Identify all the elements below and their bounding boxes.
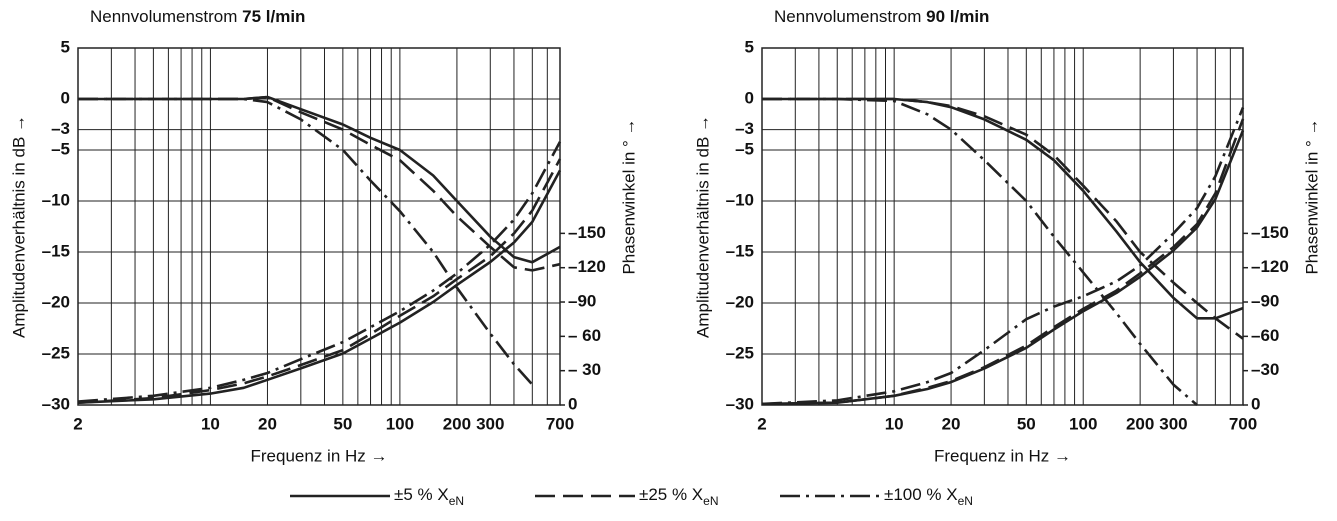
- y-tick-label: –5: [735, 139, 754, 158]
- x-tick-label: 100: [386, 414, 414, 433]
- x-tick-label: 300: [476, 414, 504, 433]
- legend-name: ±25 % X: [639, 485, 703, 504]
- y2-tick-label: – 60: [568, 326, 601, 345]
- title-text: Nennvolumenstrom: [90, 7, 237, 26]
- x-tick-label: 50: [1017, 414, 1036, 433]
- legend-label: ±100 % XeN: [884, 485, 973, 508]
- chart-title: Nennvolumenstrom 90 l/min: [774, 7, 989, 26]
- y-tick-label: 5: [745, 37, 754, 56]
- x-tick-label: 700: [546, 414, 574, 433]
- plot-frame: [761, 47, 1244, 406]
- series-line: [78, 95, 561, 264]
- series-line: [762, 97, 1198, 406]
- legend-sub: eN: [449, 494, 464, 508]
- y-tick-label: –15: [42, 241, 70, 260]
- y2-tick-label: –90: [1251, 292, 1279, 311]
- x-axis-label: Frequenz in Hz →: [934, 446, 1071, 465]
- y2-tick-label: –120: [568, 257, 606, 276]
- x-tick-label: 10: [201, 414, 220, 433]
- legend-label: ±5 % XeN: [394, 485, 464, 508]
- y-tick-label: –20: [42, 292, 70, 311]
- series-line: [761, 107, 1245, 406]
- y-tick-label: –15: [726, 241, 754, 260]
- title-bold: 75 l/min: [242, 7, 305, 26]
- y2-tick-label: 0: [568, 394, 577, 413]
- series-line: [78, 95, 561, 272]
- series-line: [762, 97, 1244, 340]
- series-line: [77, 158, 562, 404]
- x-tick-label: 2: [757, 414, 766, 433]
- x-tick-label: 200: [443, 414, 471, 433]
- y-axis-label: Amplitudenverhältnis in dB →: [9, 115, 28, 338]
- y2-tick-label: 0: [1251, 394, 1260, 413]
- series-line: [762, 97, 1244, 320]
- x-tick-label: 50: [333, 414, 352, 433]
- y-tick-label: 0: [61, 88, 70, 107]
- y2-tick-label: –90: [568, 292, 596, 311]
- y-tick-label: –3: [735, 119, 754, 138]
- legend-name: ±5 % X: [394, 485, 449, 504]
- series-line: [78, 97, 534, 386]
- x-tick-label: 300: [1159, 414, 1187, 433]
- series-line: [761, 118, 1245, 406]
- x-tick-label: 20: [258, 414, 277, 433]
- x-tick-label: 10: [885, 414, 904, 433]
- y2-tick-label: –120: [1251, 257, 1289, 276]
- y-tick-label: –25: [42, 343, 70, 362]
- y-tick-label: –30: [726, 394, 754, 413]
- x-tick-label: 100: [1069, 414, 1097, 433]
- y2-tick-label: –30: [1251, 360, 1279, 379]
- y-tick-label: –30: [42, 394, 70, 413]
- y-axis-label: Amplitudenverhältnis in dB →: [693, 115, 712, 338]
- y-tick-label: –25: [726, 343, 754, 362]
- y-tick-label: 0: [745, 88, 754, 107]
- x-tick-label: 200: [1126, 414, 1154, 433]
- x-tick-label: 20: [942, 414, 961, 433]
- legend-sub: eN: [703, 494, 718, 508]
- y2-tick-label: –150: [1251, 223, 1289, 242]
- y-tick-label: –3: [51, 119, 70, 138]
- legend-label: ±25 % XeN: [639, 485, 718, 508]
- plot-frame: [77, 47, 561, 406]
- y-tick-label: –10: [42, 190, 70, 209]
- y-tick-label: –20: [726, 292, 754, 311]
- y-tick-label: –5: [51, 139, 70, 158]
- y2-tick-label: – 30: [568, 360, 601, 379]
- x-axis-label: Frequenz in Hz →: [251, 446, 388, 465]
- y2-axis-label: Phasenwinkel in ° →: [1302, 118, 1321, 274]
- y2-tick-label: –150: [568, 223, 606, 242]
- y-tick-label: –10: [726, 190, 754, 209]
- series-line: [77, 169, 562, 404]
- chart-title: Nennvolumenstrom 75 l/min: [90, 7, 305, 26]
- y2-axis-label: Phasenwinkel in ° →: [619, 118, 638, 274]
- y2-tick-label: –60: [1251, 326, 1279, 345]
- y-tick-label: 5: [61, 37, 70, 56]
- x-tick-label: 700: [1229, 414, 1257, 433]
- series-line: [761, 129, 1245, 406]
- title-text: Nennvolumenstrom: [774, 7, 921, 26]
- title-bold: 90 l/min: [926, 7, 989, 26]
- legend-name: ±100 % X: [884, 485, 958, 504]
- x-tick-label: 2: [73, 414, 82, 433]
- legend-sub: eN: [958, 494, 973, 508]
- series-line: [77, 141, 562, 403]
